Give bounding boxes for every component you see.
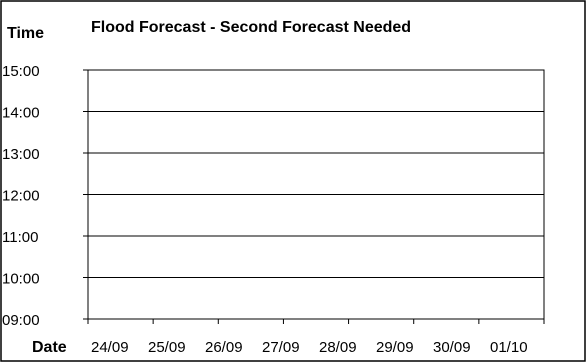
x-tick-label: 25/09	[148, 339, 186, 356]
y-tick-label: 13:00	[2, 146, 40, 163]
x-tick-label: 29/09	[376, 339, 414, 356]
x-tick-label: 01/10	[490, 339, 528, 356]
y-tick-label: 10:00	[2, 271, 40, 288]
x-tick-label: 30/09	[433, 339, 471, 356]
y-tick-label: 11:00	[2, 229, 38, 246]
x-axis-title: Date	[32, 339, 67, 356]
x-tick-label: 24/09	[91, 339, 129, 356]
x-tick-label: 26/09	[205, 339, 243, 356]
y-axis-ticks: 15:00 14:00 13:00 12:00 11:00 10:00 09:00	[2, 63, 88, 329]
x-tick-label: 27/09	[262, 339, 300, 356]
x-tick-label: 28/09	[319, 339, 357, 356]
gridlines	[88, 111, 544, 278]
y-tick-label: 15:00	[2, 63, 40, 80]
y-tick-label: 09:00	[2, 312, 40, 329]
y-axis-title: Time	[7, 25, 44, 42]
chart-title: Flood Forecast - Second Forecast Needed	[91, 19, 411, 36]
plot-area: 15:00 14:00 13:00 12:00 11:00 10:00 09:00 24/0…	[2, 63, 545, 356]
y-tick-label: 12:00	[2, 188, 40, 205]
x-axis-ticks: 24/09 25/09 26/09 27/09 28/09 29/09 30/09 01/10	[87, 319, 545, 356]
y-tick-label: 14:00	[2, 105, 40, 122]
